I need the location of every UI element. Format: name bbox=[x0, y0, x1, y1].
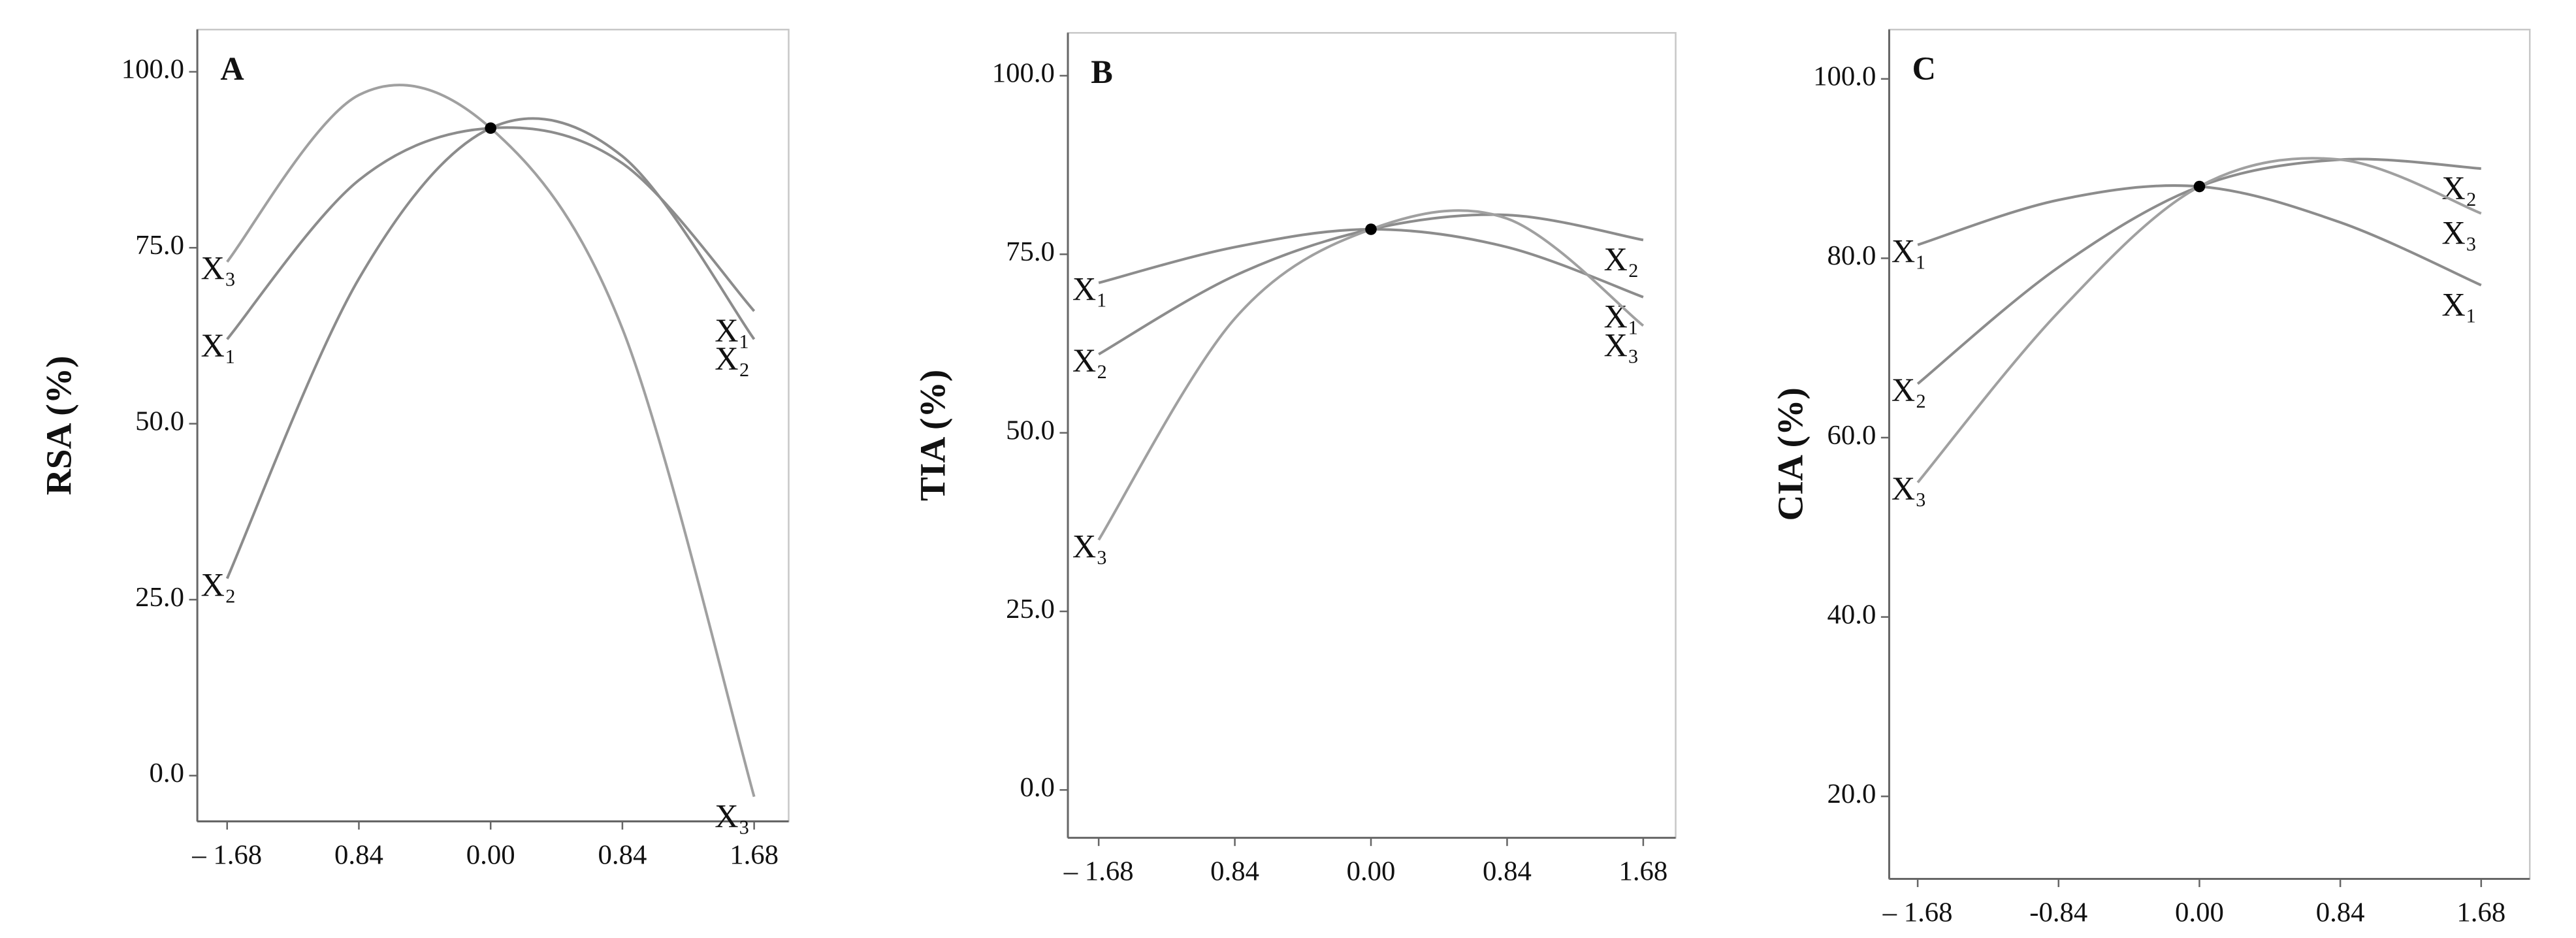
series-line bbox=[226, 84, 756, 798]
series-line bbox=[1916, 157, 2481, 385]
y-tick-label: 0.0 bbox=[1020, 772, 1054, 803]
x-tick-label: 1.68 bbox=[1618, 856, 1667, 887]
series-label: X₂ bbox=[715, 340, 750, 377]
series-line bbox=[1917, 184, 2482, 287]
y-axis-label: CIA (%) bbox=[1770, 387, 1810, 521]
y-tick-label: 40.0 bbox=[1827, 599, 1876, 630]
y-tick-label: 25.0 bbox=[1006, 594, 1055, 624]
series-label: X₃ bbox=[715, 798, 750, 834]
series-label: X₂ bbox=[201, 566, 236, 603]
x-tick-label: – 1.68 bbox=[1882, 898, 1953, 928]
series-label: X₃ bbox=[201, 250, 236, 286]
panel-letter: B bbox=[1091, 54, 1113, 90]
series-label: X₃ bbox=[1072, 528, 1108, 564]
x-tick-label: 0.00 bbox=[2175, 898, 2224, 928]
series-label: X₁ bbox=[1892, 233, 1927, 269]
y-tick-label: 20.0 bbox=[1827, 779, 1876, 809]
x-tick-label: 0.84 bbox=[334, 840, 383, 871]
panel-letter: A bbox=[220, 50, 244, 87]
series-label: X₃ bbox=[2441, 214, 2477, 251]
panel-letter: C bbox=[1912, 50, 1936, 87]
x-tick-label: 0.00 bbox=[1347, 856, 1396, 887]
series-label: X₁ bbox=[2441, 286, 2477, 323]
y-tick-label: 60.0 bbox=[1827, 420, 1876, 451]
x-tick-label: – 1.68 bbox=[1063, 856, 1134, 887]
y-tick-label: 50.0 bbox=[135, 406, 184, 436]
y-tick-label: 100.0 bbox=[1813, 61, 1876, 92]
series-line bbox=[1916, 157, 2482, 483]
plot-frame bbox=[1888, 29, 2531, 880]
y-tick-label: 75.0 bbox=[135, 230, 184, 261]
y-tick-label: 80.0 bbox=[1827, 240, 1876, 271]
y-tick-label: 100.0 bbox=[992, 58, 1055, 89]
series-line bbox=[226, 126, 756, 340]
series-label: X₃ bbox=[1604, 327, 1639, 363]
series-line bbox=[1098, 213, 1644, 356]
series-label: X₁ bbox=[201, 327, 236, 364]
series-line bbox=[1098, 227, 1644, 299]
series-label: X₂ bbox=[1892, 372, 1927, 408]
y-tick-label: 0.0 bbox=[150, 758, 184, 788]
series-label: X₃ bbox=[1892, 470, 1927, 507]
y-tick-label: 50.0 bbox=[1006, 415, 1055, 445]
x-tick-label: -0.84 bbox=[2029, 898, 2087, 928]
center-point bbox=[485, 122, 496, 134]
series-label: X₂ bbox=[2441, 170, 2477, 206]
y-tick-label: 100.0 bbox=[121, 54, 184, 85]
series-label: X₁ bbox=[715, 312, 750, 349]
center-point bbox=[2193, 180, 2206, 193]
y-axis-label: TIA (%) bbox=[913, 370, 953, 501]
x-tick-label: – 1.68 bbox=[191, 840, 262, 871]
y-axis-label: RSA (%) bbox=[39, 356, 79, 496]
y-tick-label: 25.0 bbox=[135, 582, 184, 613]
x-tick-label: 0.84 bbox=[2316, 898, 2365, 928]
x-tick-label: 0.84 bbox=[1483, 856, 1532, 887]
series-line bbox=[1097, 209, 1645, 541]
y-tick-label: 75.0 bbox=[1006, 236, 1055, 267]
series-label: X₁ bbox=[1072, 271, 1108, 308]
series-label: X₂ bbox=[1072, 342, 1108, 379]
x-tick-label: 0.00 bbox=[466, 840, 515, 871]
x-tick-label: 0.84 bbox=[1210, 856, 1259, 887]
x-tick-label: 1.68 bbox=[730, 840, 779, 871]
plot-frame bbox=[196, 29, 790, 822]
x-tick-label: 0.84 bbox=[598, 840, 647, 871]
series-line bbox=[225, 117, 756, 579]
series-label: X₂ bbox=[1604, 241, 1639, 278]
center-point bbox=[1365, 223, 1377, 235]
x-tick-label: 1.68 bbox=[2456, 898, 2505, 928]
